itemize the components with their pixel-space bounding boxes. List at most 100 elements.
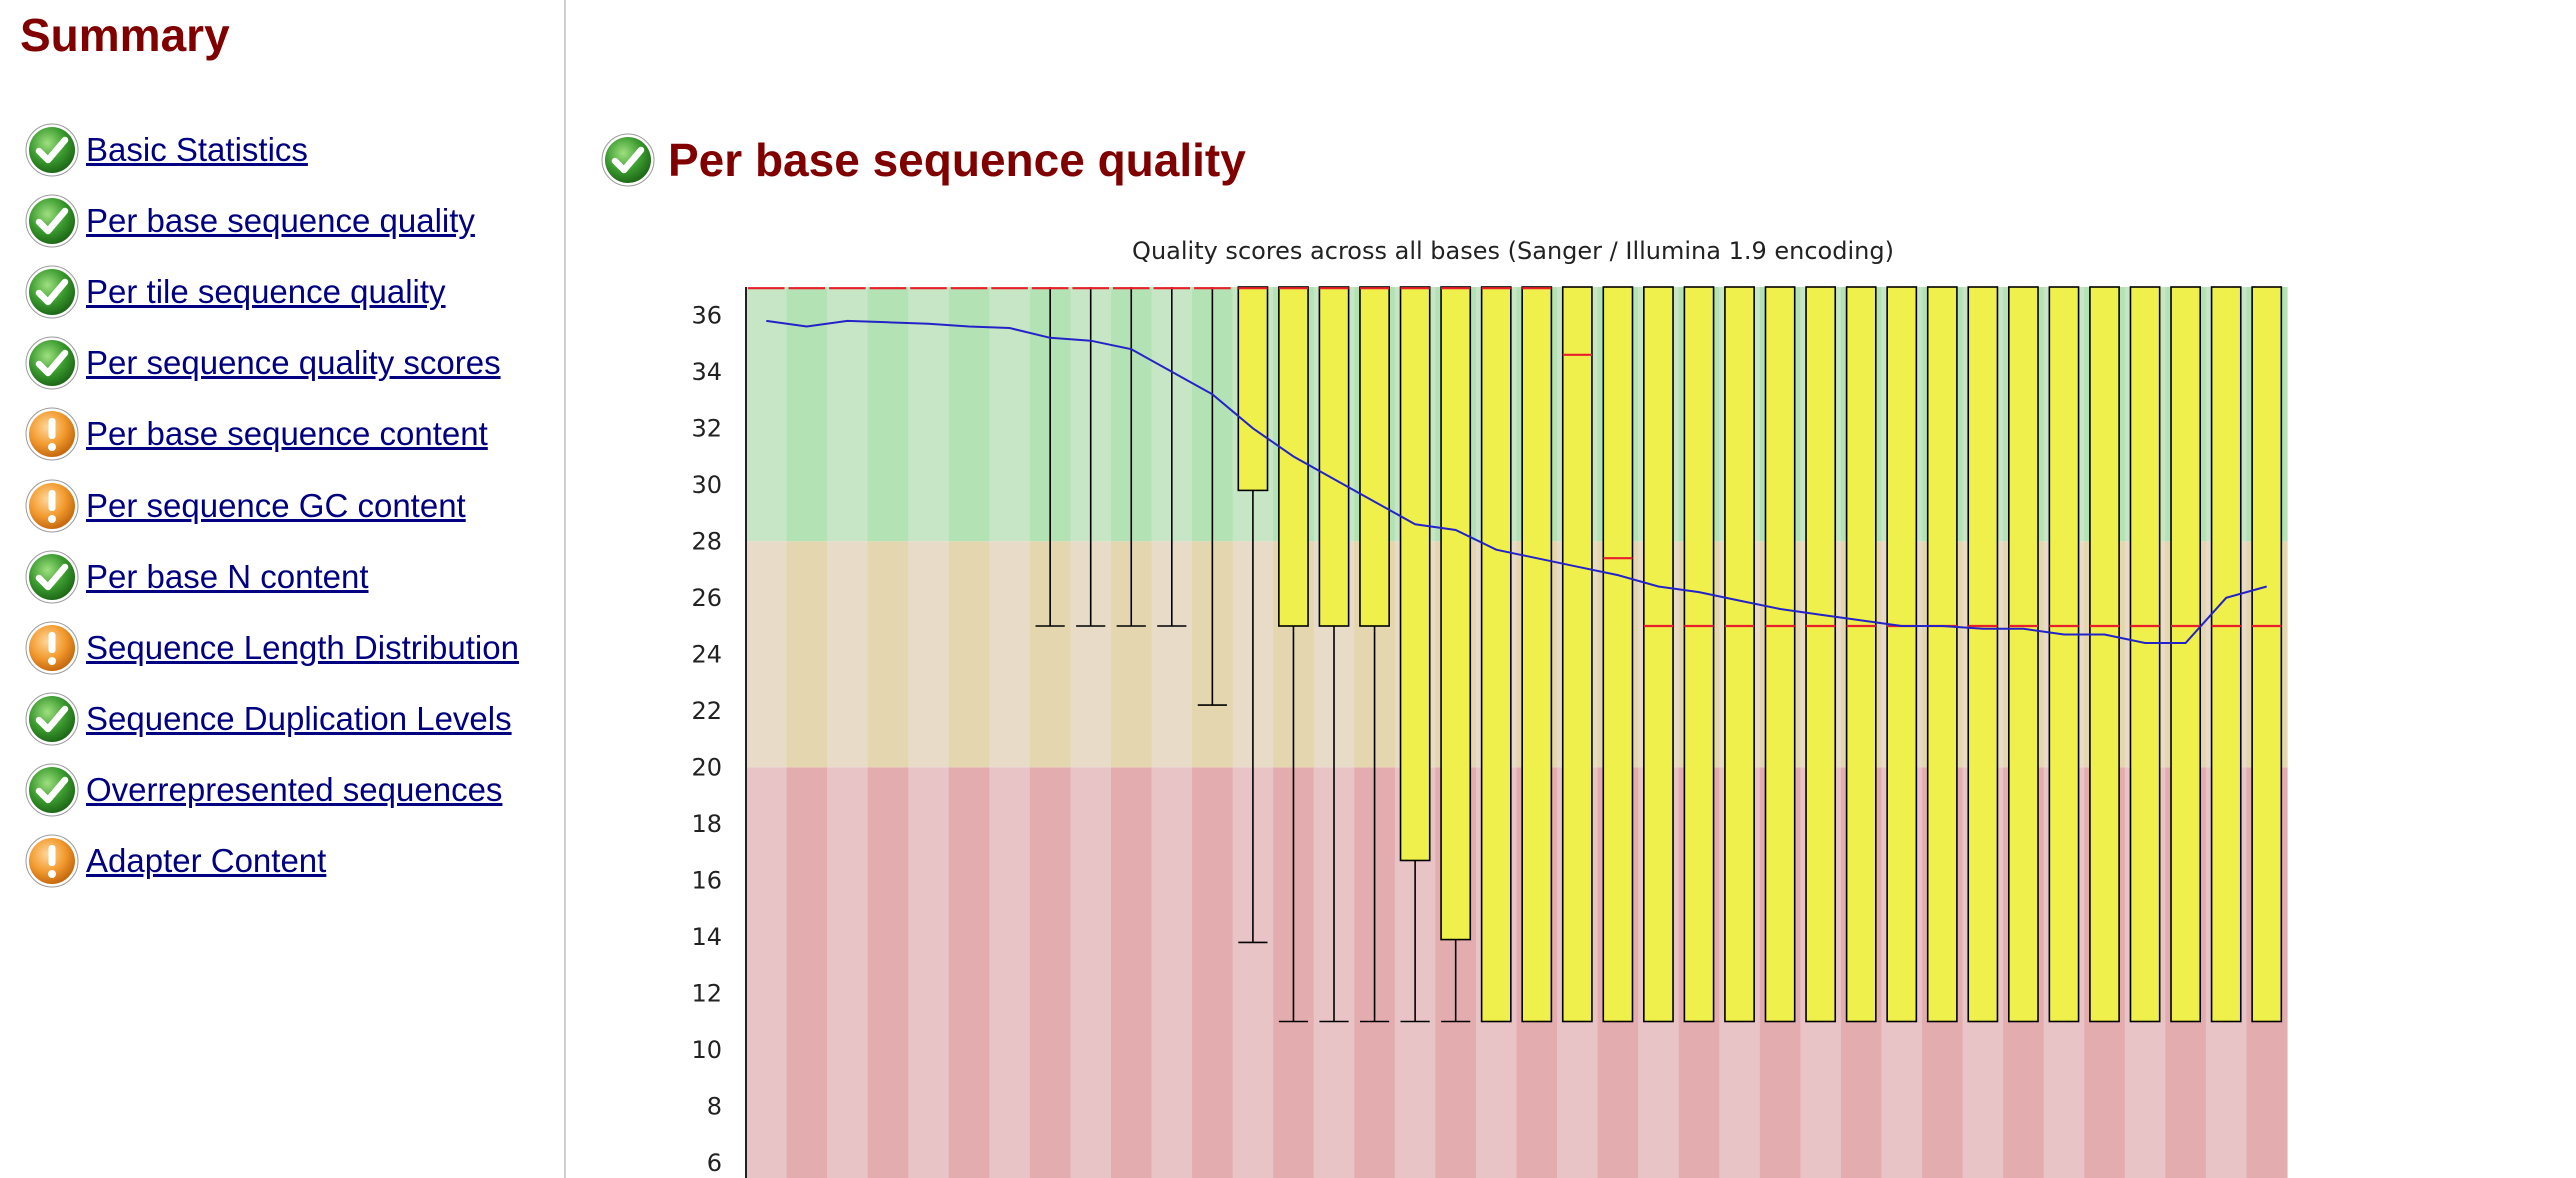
check-icon [25, 763, 79, 817]
module-item[interactable]: Sequence Length Distribution [24, 612, 519, 683]
y-tick-label: 14 [691, 923, 722, 951]
check-icon [25, 692, 79, 746]
quality-box [1318, 286, 1350, 1023]
bad-zone-stripe [948, 767, 990, 1178]
ok-zone-stripe [989, 541, 1031, 768]
quality-box [1764, 286, 1796, 1023]
y-tick-label: 6 [707, 1149, 722, 1177]
quality-box [1561, 286, 1593, 1023]
good-zone-stripe [867, 287, 909, 542]
check-icon [25, 550, 79, 604]
quality-box [1399, 286, 1431, 1023]
module-link[interactable]: Sequence Duplication Levels [86, 700, 512, 738]
module-item[interactable]: Per sequence GC content [24, 470, 519, 541]
quality-box [2251, 286, 2283, 1023]
bad-zone-stripe [1070, 767, 1112, 1178]
quality-box [1237, 286, 1269, 944]
bad-zone-stripe [1151, 767, 1193, 1178]
y-tick-label: 10 [691, 1036, 722, 1064]
ok-zone-stripe [746, 541, 788, 768]
module-link[interactable]: Per base sequence content [86, 415, 488, 453]
y-tick-label: 22 [691, 697, 722, 725]
bad-zone-stripe [989, 767, 1031, 1178]
quality-box [1967, 286, 1999, 1023]
bad-zone-stripe [908, 767, 950, 1178]
good-zone-stripe [827, 287, 869, 542]
ok-zone-stripe [908, 541, 950, 768]
check-icon [25, 123, 79, 177]
quality-box [1886, 286, 1918, 1023]
quality-box [1112, 287, 1150, 627]
module-item[interactable]: Per sequence quality scores [24, 328, 519, 399]
quality-box [1845, 286, 1877, 1023]
ok-zone-stripe [948, 541, 990, 768]
module-item[interactable]: Per base sequence quality [24, 185, 519, 256]
module-title: Per base sequence quality [668, 134, 1246, 186]
ok-zone-stripe [786, 541, 828, 768]
module-item[interactable]: Sequence Duplication Levels [24, 684, 519, 755]
y-tick-label: 16 [691, 866, 722, 894]
quality-box [1440, 286, 1472, 1023]
module-item[interactable]: Basic Statistics [24, 114, 519, 185]
good-zone-stripe [746, 287, 788, 542]
mean-line [766, 319, 2267, 644]
quality-box [2089, 286, 2120, 1023]
check-icon [601, 133, 655, 187]
good-zone-stripe [948, 287, 990, 542]
quality-box [2210, 286, 2242, 1023]
module-link[interactable]: Per base sequence quality [86, 201, 475, 239]
module-link[interactable]: Basic Statistics [86, 130, 308, 168]
bad-zone-stripe [1029, 767, 1072, 1178]
module-link[interactable]: Per tile sequence quality [86, 272, 446, 310]
y-tick-label: 32 [691, 414, 722, 442]
y-tick-label: 34 [691, 358, 722, 386]
module-link[interactable]: Adapter Content [86, 842, 327, 880]
module-link[interactable]: Overrepresented sequences [86, 771, 503, 809]
summary-title: Summary [20, 9, 230, 61]
quality-box [2008, 286, 2039, 1023]
module-item[interactable]: Per tile sequence quality [24, 256, 519, 327]
summary-sidebar: Summary Basic Statistics Per base sequenc… [0, 0, 566, 1178]
quality-box [1805, 286, 1837, 1023]
quality-chart: 6 8 10 12 14 16 18 20 22 24 26 28 30 32 34 36 Quality s… [691, 237, 2288, 1178]
check-icon [25, 336, 79, 390]
quality-box [1926, 286, 1958, 1023]
ok-zone-stripe [827, 541, 869, 768]
bad-zone-stripe [827, 767, 869, 1178]
good-zone-stripe [908, 287, 950, 542]
quality-box [1031, 287, 1069, 627]
module-link[interactable]: Per base N content [86, 557, 369, 595]
y-tick-label: 20 [691, 753, 722, 781]
module-item[interactable]: Per base sequence content [24, 399, 519, 470]
module-link[interactable]: Per sequence quality scores [86, 344, 501, 382]
module-item[interactable]: Overrepresented sequences [24, 755, 519, 826]
module-item[interactable]: Per base N content [24, 541, 519, 612]
quality-box [1072, 287, 1109, 627]
bad-zone-stripe [786, 767, 828, 1178]
quality-box [2170, 286, 2202, 1023]
y-tick-label: 8 [707, 1092, 722, 1120]
check-icon [25, 265, 79, 319]
quality-box [1724, 286, 1755, 1023]
quality-box [1153, 287, 1191, 627]
good-zone-stripe [989, 287, 1031, 542]
quality-box [1359, 286, 1390, 1023]
bad-zone-stripe [1110, 767, 1153, 1178]
ok-zone-stripe [867, 541, 909, 768]
y-tick-label: 12 [691, 979, 722, 1007]
bad-zone-stripe [1192, 767, 1234, 1178]
quality-box [1194, 287, 1231, 706]
quality-box [1521, 286, 1553, 1023]
module-link[interactable]: Per sequence GC content [86, 486, 466, 524]
y-tick-label: 24 [691, 640, 722, 668]
y-tick-label: 36 [691, 301, 722, 329]
quality-box [2048, 286, 2080, 1023]
warning-icon [25, 621, 79, 675]
bad-zone-stripe [746, 767, 788, 1178]
module-link[interactable]: Sequence Length Distribution [86, 628, 519, 666]
module-item[interactable]: Adapter Content [24, 826, 519, 897]
good-zone-stripe [786, 287, 828, 542]
module-header: Per base sequence quality [600, 132, 1246, 188]
y-tick-label: 30 [691, 471, 722, 499]
y-tick-label: 26 [691, 584, 722, 612]
